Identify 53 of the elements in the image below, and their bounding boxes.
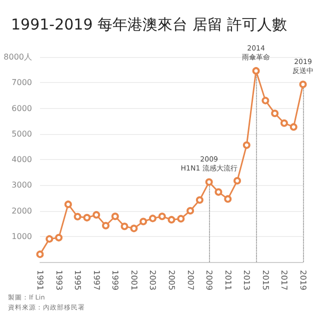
- point: [55, 234, 63, 242]
- point: [83, 214, 91, 222]
- y-tick-label: 2000: [12, 206, 32, 216]
- point: [64, 200, 72, 208]
- x-tick-label: 1993: [54, 270, 64, 290]
- x-tick-label: 1999: [110, 270, 120, 290]
- x-tick-label: 2017: [280, 270, 289, 290]
- point: [280, 119, 288, 127]
- point: [234, 177, 241, 185]
- point: [148, 214, 156, 222]
- y-tick-label: 1000: [12, 232, 32, 241]
- point: [102, 222, 110, 230]
- x-tick-label: 1991: [36, 270, 44, 290]
- point: [262, 96, 270, 104]
- point: [214, 188, 222, 196]
- y-tick-label: 4000: [12, 155, 32, 164]
- x-tick-label: 2003: [148, 270, 158, 290]
- x-tick-label: 1997: [92, 270, 101, 290]
- point: [130, 224, 138, 232]
- x-tick-label: 2005: [167, 270, 176, 290]
- x-tick-label: 2019: [298, 270, 308, 290]
- point: [177, 214, 185, 222]
- y-tick-label: 7000: [12, 78, 32, 88]
- point: [271, 110, 279, 118]
- x-tick-label: 1995: [73, 270, 82, 290]
- x-tick-label: 2011: [223, 270, 232, 290]
- point: [299, 80, 307, 88]
- point: [74, 212, 82, 220]
- y-tick-label: 6000: [12, 104, 32, 113]
- y-tick-label: 8000人: [4, 52, 32, 62]
- y-tick-label: 5000: [12, 129, 32, 138]
- point: [111, 212, 119, 220]
- y-tick-label: 3000: [12, 180, 32, 190]
- point: [92, 211, 100, 219]
- point: [205, 178, 213, 186]
- x-tick-label: 2013: [242, 270, 252, 290]
- point: [46, 235, 54, 243]
- point: [120, 222, 128, 230]
- x-tick-label: 2001: [129, 270, 138, 290]
- point: [168, 216, 176, 224]
- x-tick-label: 2009: [204, 270, 214, 290]
- point: [140, 218, 148, 226]
- point: [36, 250, 44, 258]
- point: [242, 141, 250, 149]
- point: [158, 212, 166, 220]
- x-tick-label: 2007: [186, 270, 195, 290]
- x-tick-label: 2015: [260, 270, 270, 290]
- point: [252, 67, 260, 75]
- point: [290, 123, 298, 131]
- point: [196, 196, 204, 204]
- point: [224, 195, 232, 203]
- chart-title: 1991-2019 每年港澳來台 居留 許可人數: [11, 16, 288, 34]
- point: [186, 207, 194, 214]
